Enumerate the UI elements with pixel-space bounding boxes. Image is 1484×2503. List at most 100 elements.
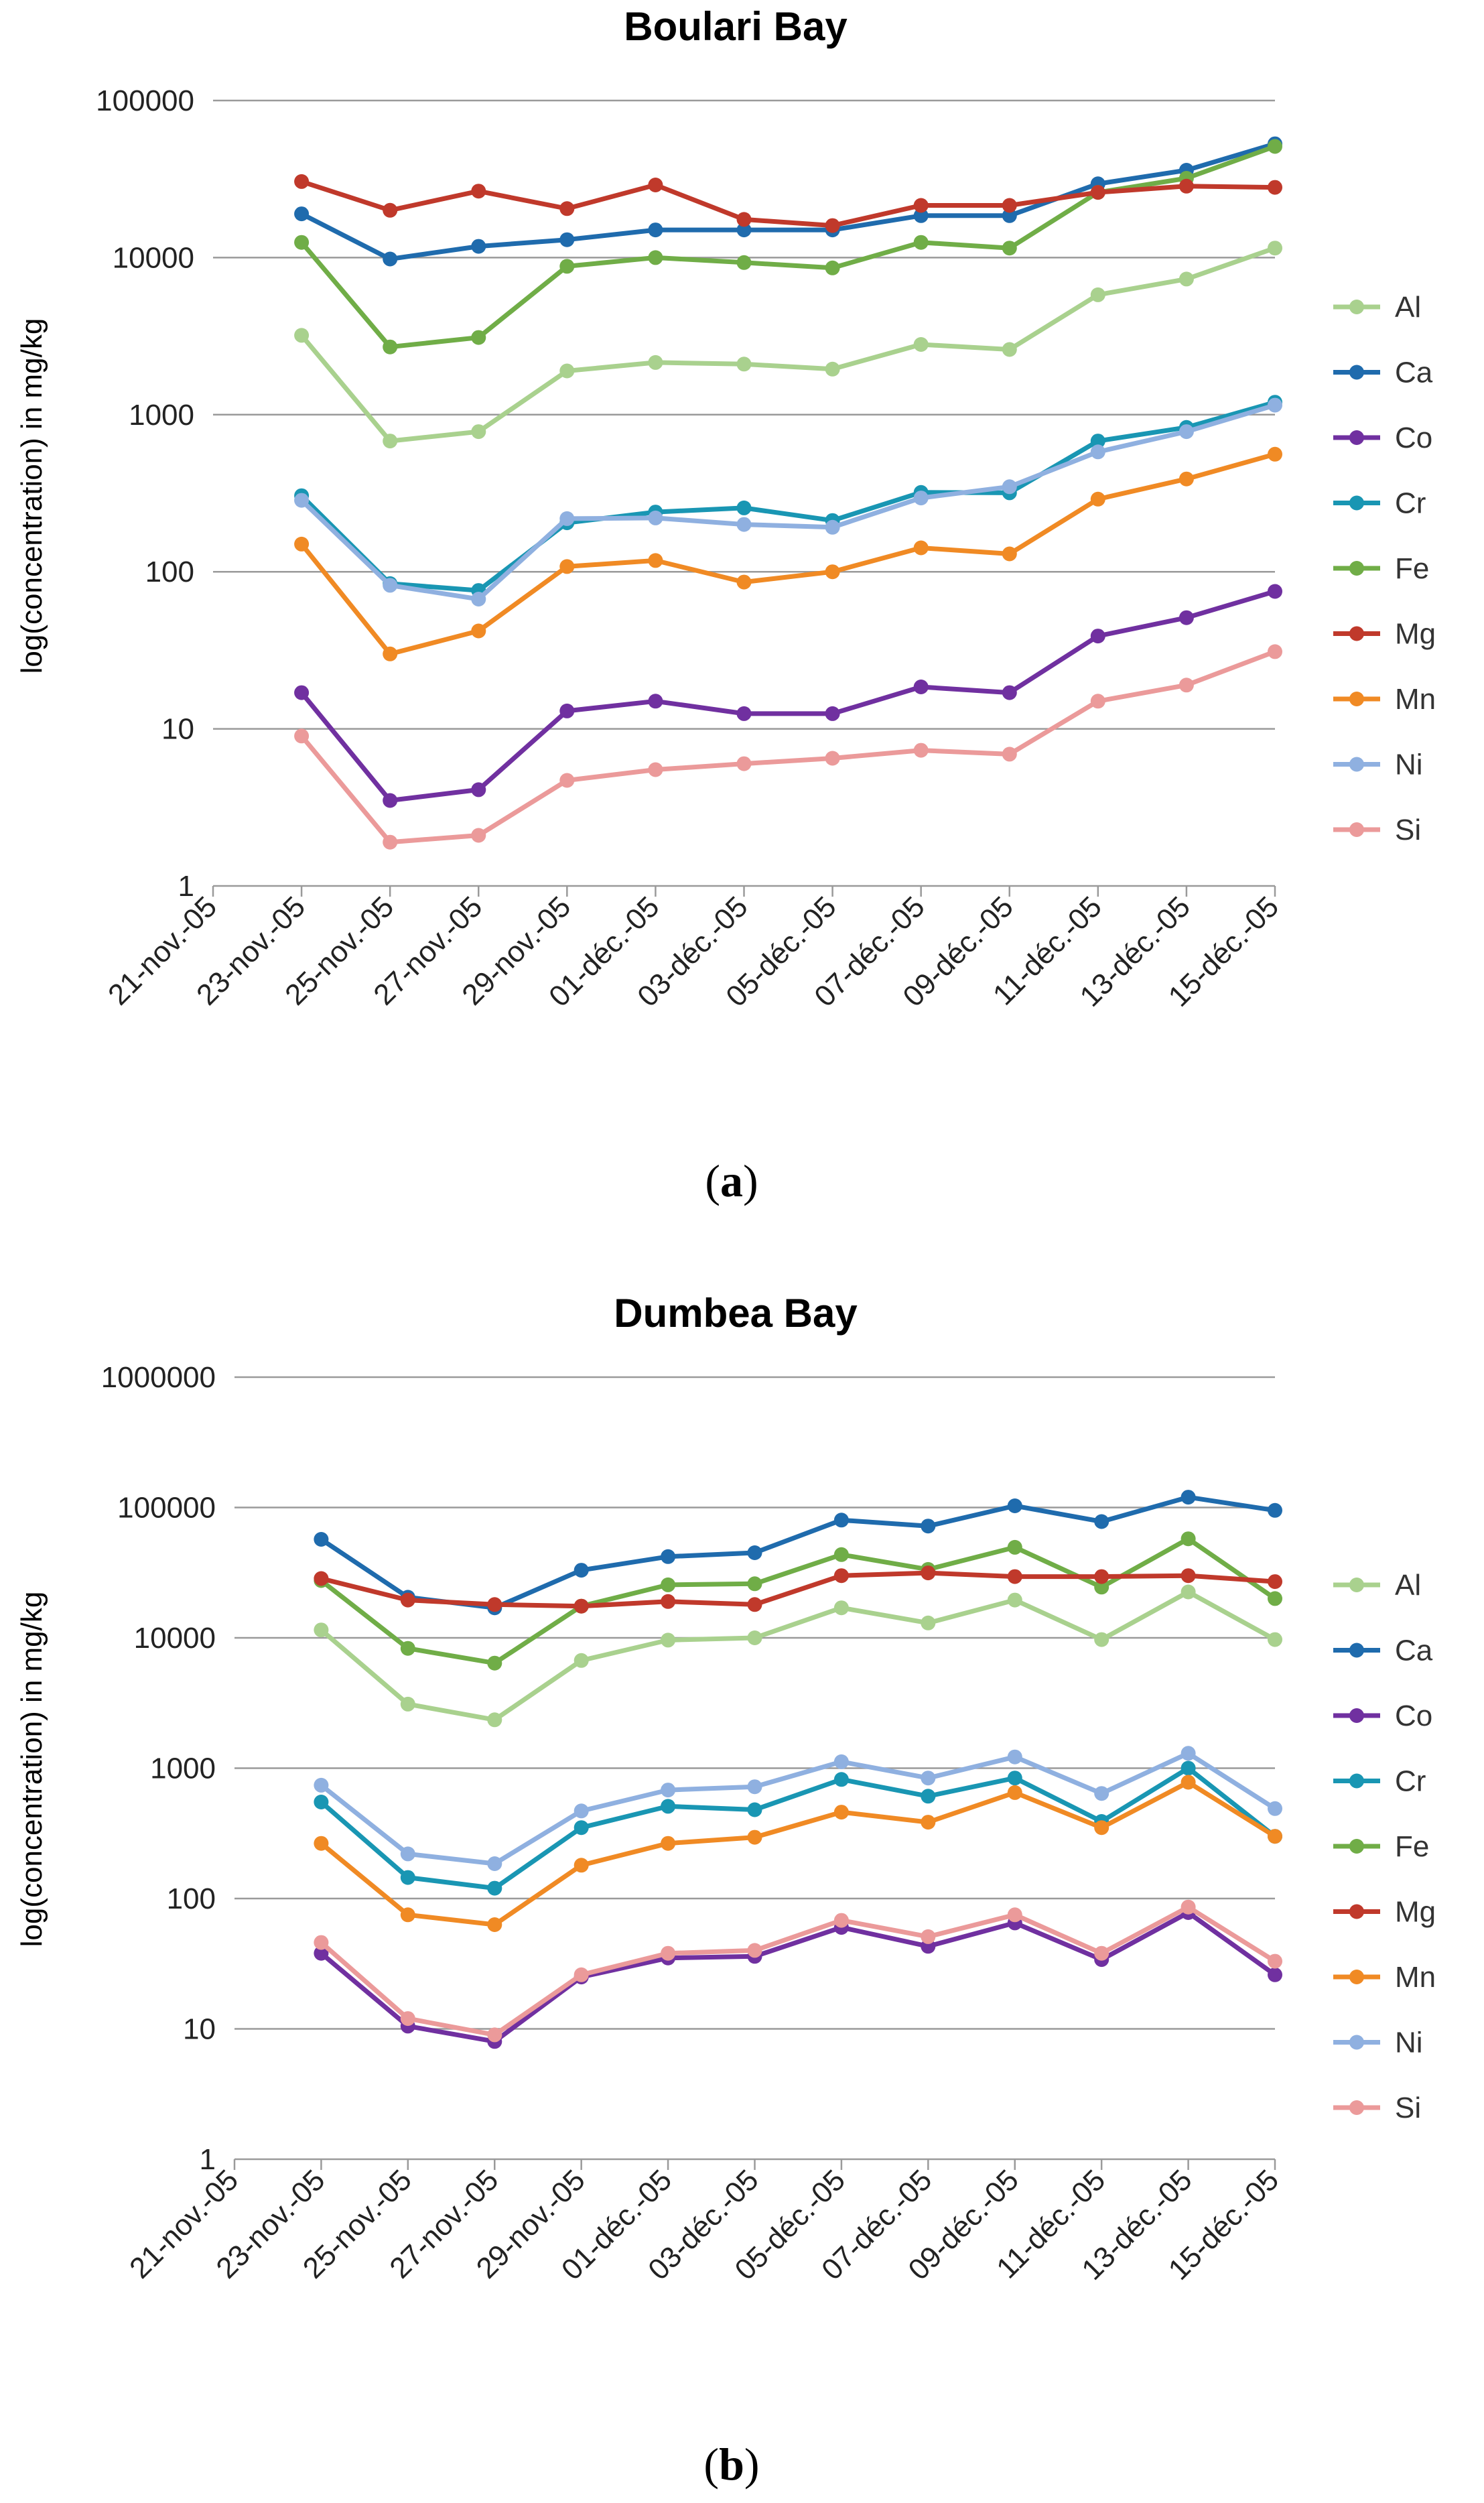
data-point-ni <box>1178 424 1194 440</box>
series-line-fe <box>318 1536 1278 1666</box>
data-point-mn <box>294 536 310 552</box>
y-tick-label: 100 <box>145 556 194 588</box>
data-point-co <box>648 694 663 709</box>
data-point-ni <box>825 519 840 535</box>
data-point-fe <box>825 260 840 275</box>
data-point-fe <box>747 1576 762 1592</box>
data-point-mg <box>921 1565 936 1581</box>
data-point-ni <box>648 510 663 525</box>
data-point-ni <box>1181 1746 1196 1761</box>
series-line-mn <box>318 1780 1278 1927</box>
chart-a-ylabel: log(concentration) in mg/kg <box>15 318 48 674</box>
data-point-ca <box>921 1519 936 1534</box>
data-point-ni <box>1094 1786 1109 1801</box>
data-point-mg <box>825 218 840 233</box>
data-point-al <box>574 1653 589 1668</box>
legend-marker-mn <box>1349 1970 1364 1984</box>
data-point-mg <box>383 202 398 218</box>
data-point-al <box>1090 287 1105 302</box>
data-point-mg <box>559 201 575 216</box>
data-point-cr <box>661 1799 676 1814</box>
data-point-al <box>471 424 486 440</box>
data-point-si <box>921 1929 936 1944</box>
data-point-mg <box>747 1597 762 1612</box>
chart-a-yticks: 1 10 100 1000 10000 100000 <box>96 84 194 903</box>
y-tick-label: 1 <box>200 2143 216 2176</box>
data-point-cr <box>1090 434 1105 449</box>
data-point-fe <box>294 235 310 250</box>
y-tick-label: 10 <box>183 2013 216 2046</box>
data-point-co <box>1178 610 1194 625</box>
data-point-si <box>1178 678 1194 693</box>
data-point-al <box>400 1696 415 1712</box>
data-point-al <box>314 1622 329 1638</box>
data-point-mn <box>913 540 929 556</box>
data-point-mn <box>574 1858 589 1873</box>
y-tick-label: 100000 <box>117 1492 216 1525</box>
data-point-si <box>833 1913 849 1928</box>
legend-label-mn: Mn <box>1395 1961 1436 1994</box>
legend-marker-ni <box>1349 2035 1364 2050</box>
data-point-co <box>825 706 840 721</box>
chart-b-series <box>314 1490 1282 2049</box>
data-point-mg <box>1094 1569 1109 1584</box>
data-point-ni <box>559 511 575 526</box>
data-point-al <box>1002 342 1017 357</box>
data-point-ni <box>661 1783 676 1798</box>
legend-label-ca: Ca <box>1395 1634 1433 1667</box>
data-point-ca <box>1181 1490 1196 1505</box>
data-point-fe <box>400 1641 415 1656</box>
legend-marker-al <box>1349 1578 1364 1592</box>
data-point-al <box>294 328 310 343</box>
chart-b: Dumbea Bay 1101001000100001000001000000 … <box>15 1291 1436 2490</box>
data-point-al <box>921 1615 936 1630</box>
legend-label-cr: Cr <box>1395 487 1426 520</box>
data-point-al <box>747 1630 762 1645</box>
data-point-co <box>294 685 310 700</box>
legend-label-mn: Mn <box>1395 683 1436 716</box>
series-line-cr <box>318 1766 1278 1891</box>
data-point-fe <box>913 235 929 250</box>
data-point-mn <box>487 1917 502 1932</box>
data-point-mn <box>1178 471 1194 487</box>
series-line-si <box>318 1905 1278 2037</box>
data-point-ca <box>574 1563 589 1578</box>
legend-marker-ni <box>1349 757 1364 772</box>
chart-a: Boulari Bay 1 10 100 1000 10000 100000 21-nov… <box>15 4 1436 1206</box>
data-point-fe <box>1002 241 1017 256</box>
data-point-ni <box>747 1779 762 1795</box>
data-point-si <box>559 773 575 788</box>
y-tick-label: 10000 <box>113 241 194 274</box>
data-point-ni <box>294 493 310 508</box>
data-point-co <box>1268 584 1282 599</box>
data-point-al <box>383 434 398 449</box>
data-point-si <box>661 1945 676 1961</box>
data-point-ca <box>314 1532 329 1547</box>
legend-marker-co <box>1349 1708 1364 1723</box>
data-point-mn <box>921 1815 936 1830</box>
data-point-fe <box>833 1547 849 1562</box>
legend-marker-cr <box>1349 1773 1364 1789</box>
data-point-ni <box>913 491 929 506</box>
data-point-mg <box>736 212 752 227</box>
data-point-co <box>383 793 398 808</box>
data-point-cr <box>1181 1760 1196 1776</box>
data-point-fe <box>487 1655 502 1671</box>
data-point-al <box>825 361 840 377</box>
legend-marker-mn <box>1349 692 1364 706</box>
data-point-ni <box>314 1777 329 1793</box>
data-point-co <box>1268 1967 1282 1982</box>
data-point-si <box>913 743 929 758</box>
chart-b-legend: Al Ca Co Cr Fe Mg Mn Ni Si <box>1333 1569 1436 2124</box>
data-point-ni <box>1007 1749 1022 1764</box>
data-point-cr <box>574 1820 589 1836</box>
data-point-ni <box>1268 1801 1282 1816</box>
data-point-al <box>661 1632 676 1648</box>
data-point-fe <box>471 330 486 345</box>
legend-label-co: Co <box>1395 422 1432 454</box>
data-point-si <box>1002 747 1017 762</box>
series-line-ni <box>318 1750 1278 1866</box>
data-point-mg <box>294 174 310 189</box>
series-line-co <box>299 589 1278 803</box>
